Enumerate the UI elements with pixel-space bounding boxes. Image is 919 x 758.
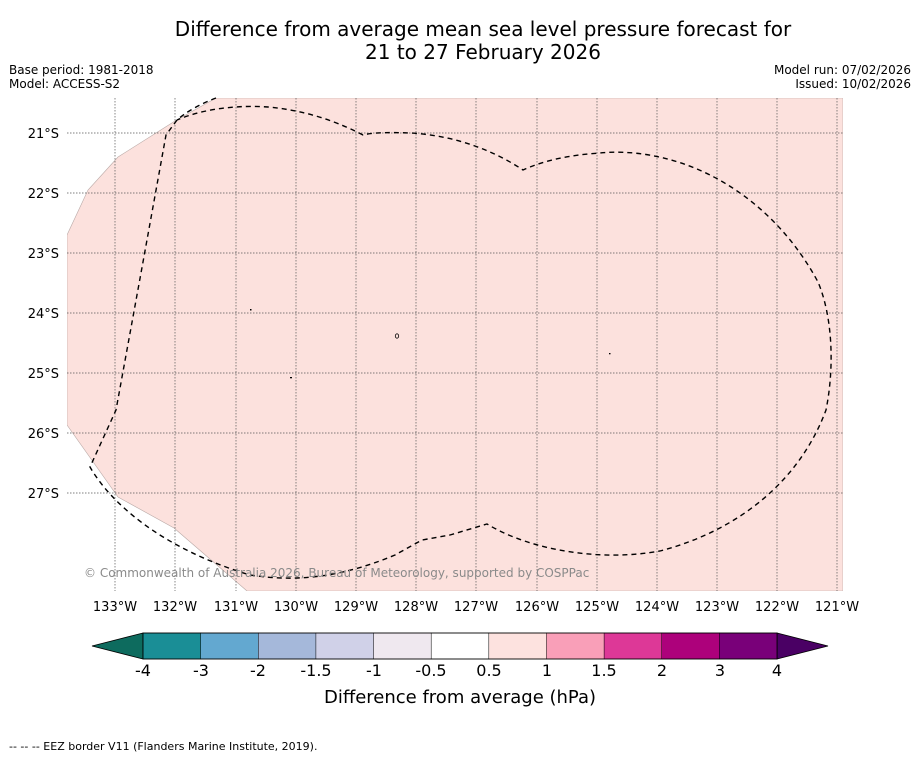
base-period: Base period: 1981-2018 — [9, 63, 154, 77]
colorbar-segment — [603, 632, 663, 660]
lon-label: 123°W — [695, 600, 739, 615]
title-line-2: 21 to 27 February 2026 — [365, 40, 601, 64]
lon-label: 130°W — [274, 600, 318, 615]
colorbar-segment — [719, 632, 778, 660]
colorbar-tick-label: 3 — [715, 661, 725, 680]
colorbar-tick-label: 1.5 — [591, 661, 616, 680]
island-mark — [609, 353, 611, 355]
lon-label: 133°W — [93, 600, 137, 615]
colorbar-segment — [200, 632, 259, 660]
colorbar-tick-label: -4 — [135, 661, 151, 680]
colorbar-ticks: -4 -3 -2 -1.5 -1 -0.5 0.5 1 1.5 2 3 4 — [135, 661, 782, 680]
colorbar-over-arrow — [776, 632, 829, 660]
title-line-1: Difference from average mean sea level p… — [174, 17, 792, 41]
forecast-region-fill — [67, 98, 843, 591]
eez-border — [89, 97, 832, 579]
colorbar-tick-label: -3 — [193, 661, 209, 680]
island-mark — [394, 333, 400, 339]
lat-label: 27°S — [28, 487, 59, 502]
colorbar-segment — [430, 632, 490, 660]
islands — [250, 309, 611, 379]
colorbar-tick-label: 0.5 — [476, 661, 501, 680]
copyright-text: © Commonwealth of Australia 2026, Bureau… — [84, 566, 589, 580]
colorbar-tick-label: -1 — [366, 661, 382, 680]
lon-label: 122°W — [755, 600, 799, 615]
colorbar-segment — [315, 632, 375, 660]
colorbar-frame — [142, 632, 778, 660]
footnote: -- -- -- EEZ border V11 (Flanders Marine… — [9, 740, 318, 753]
colorbar-segment — [661, 632, 720, 660]
colorbar: -4 -3 -2 -1.5 -1 -0.5 0.5 1 1.5 2 3 4 Di… — [91, 632, 829, 708]
map-area: © Commonwealth of Australia 2026, Bureau… — [67, 97, 843, 591]
lon-label: 127°W — [454, 600, 498, 615]
lat-label: 23°S — [28, 247, 59, 262]
colorbar-segment — [142, 632, 202, 660]
model-run: Model run: 07/02/2026 — [773, 63, 911, 77]
colorbar-tick-label: -1.5 — [300, 661, 331, 680]
issued-date: Issued: 10/02/2026 — [795, 77, 911, 91]
lon-label: 128°W — [394, 600, 438, 615]
island-mark — [250, 309, 252, 311]
latitude-labels: 21°S 22°S 23°S 24°S 25°S 26°S 27°S — [28, 127, 59, 502]
lat-label: 21°S — [28, 127, 59, 142]
lat-label: 24°S — [28, 307, 59, 322]
lon-label: 126°W — [515, 600, 559, 615]
colorbar-segments — [142, 632, 778, 660]
longitude-labels: 133°W 132°W 131°W 130°W 129°W 128°W 127°… — [93, 600, 859, 615]
colorbar-tick-label: 2 — [657, 661, 667, 680]
metadata-left: Base period: 1981-2018 Model: ACCESS-S2 — [9, 63, 154, 91]
chart-title: Difference from average mean sea level p… — [0, 18, 919, 64]
metadata-right: Model run: 07/02/2026 Issued: 10/02/2026 — [774, 63, 911, 91]
colorbar-segment — [546, 632, 605, 660]
lon-label: 124°W — [635, 600, 679, 615]
colorbar-segment — [258, 632, 317, 660]
lon-label: 121°W — [815, 600, 859, 615]
lat-label: 22°S — [28, 187, 59, 202]
colorbar-title: Difference from average (hPa) — [324, 687, 596, 708]
lon-label: 129°W — [334, 600, 378, 615]
lon-label: 132°W — [153, 600, 197, 615]
colorbar-tick-label: 1 — [542, 661, 552, 680]
colorbar-segment — [488, 632, 548, 660]
colorbar-tick-label: -2 — [250, 661, 266, 680]
colorbar-segment — [373, 632, 432, 660]
colorbar-tick-label: 4 — [772, 661, 782, 680]
lat-label: 26°S — [28, 427, 59, 442]
lat-label: 25°S — [28, 367, 59, 382]
island-mark — [290, 377, 292, 379]
colorbar-tick-label: -0.5 — [415, 661, 446, 680]
graticule — [67, 98, 843, 591]
model-name: Model: ACCESS-S2 — [9, 77, 121, 91]
colorbar-under-arrow — [91, 632, 144, 660]
lon-label: 131°W — [214, 600, 258, 615]
lon-label: 125°W — [575, 600, 619, 615]
